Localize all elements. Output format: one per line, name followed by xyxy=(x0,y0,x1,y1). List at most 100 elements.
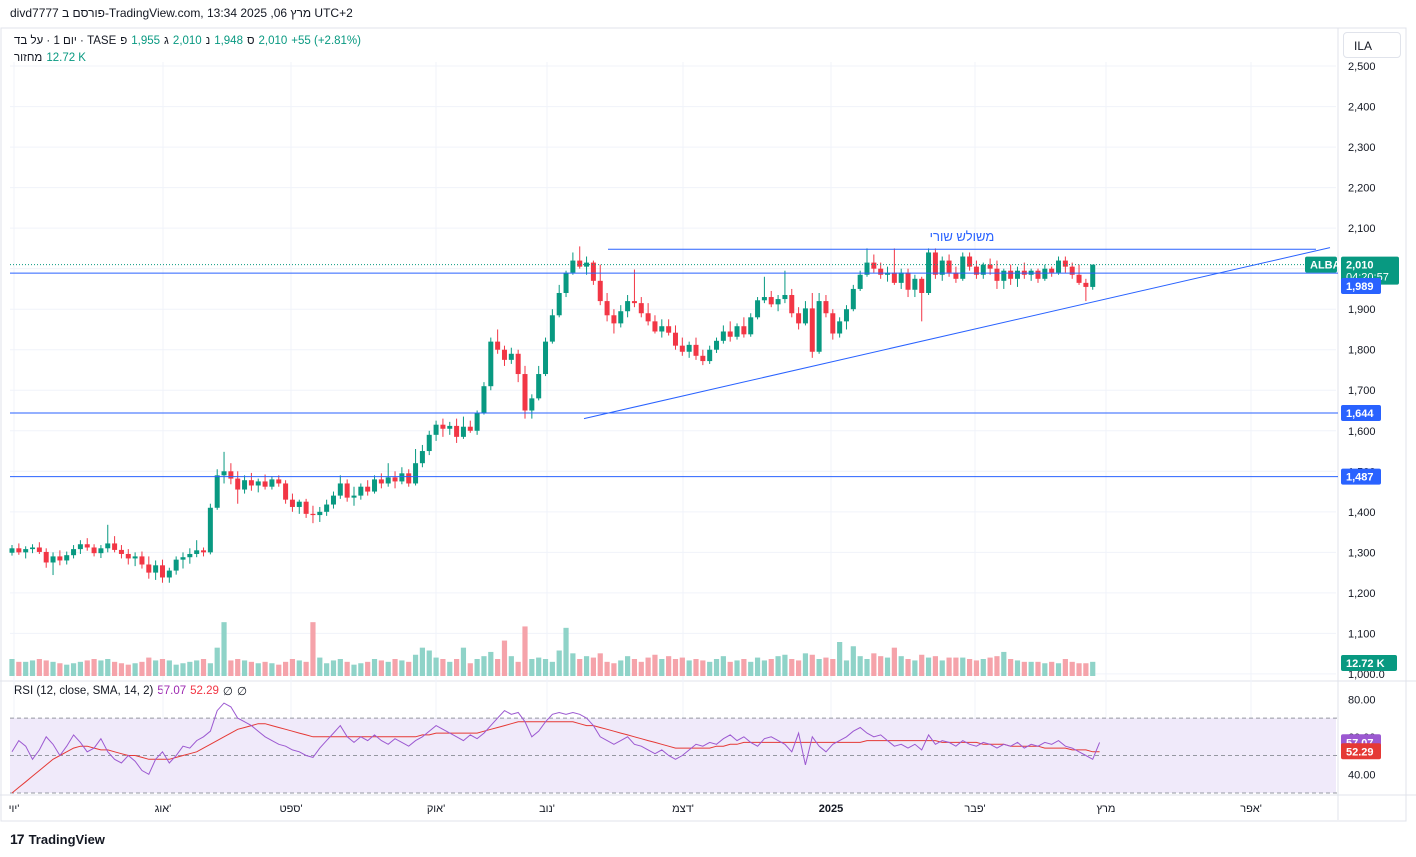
line3-box xyxy=(1341,468,1381,485)
last-price-label: 2,010 xyxy=(1346,260,1374,272)
candle-body xyxy=(782,295,788,300)
volume-bar xyxy=(207,663,213,676)
candle-body xyxy=(638,303,644,314)
drawing-lines[interactable] xyxy=(10,247,1338,478)
price-tick-label: 1,100 xyxy=(1348,628,1376,640)
candle-body xyxy=(64,555,70,561)
volume-bar xyxy=(946,657,952,676)
volume-bar xyxy=(1014,660,1021,676)
volume-bar xyxy=(317,657,323,676)
candle-body xyxy=(666,326,672,333)
candle-body xyxy=(262,481,268,487)
candle-body xyxy=(871,262,877,269)
candle-body xyxy=(276,479,282,484)
candle-body xyxy=(269,479,275,487)
volume-bar xyxy=(549,661,555,676)
candle-body xyxy=(809,308,815,352)
candle-body xyxy=(837,321,843,334)
candle-body xyxy=(50,556,56,563)
symbol-title[interactable]: יום 1 · על בד · TASE xyxy=(14,35,117,47)
candle-body xyxy=(296,501,302,507)
volume-bar xyxy=(283,661,289,676)
candle-body xyxy=(1008,270,1014,279)
volume-bar xyxy=(324,663,330,676)
volume-bar xyxy=(1069,661,1075,676)
volume-bar xyxy=(768,659,774,676)
candle-body xyxy=(768,297,774,305)
volume-bar xyxy=(70,663,77,676)
rsi-title[interactable]: RSI (12, close, SMA, 14, 2) xyxy=(14,685,154,697)
volume-bar xyxy=(262,661,268,676)
candle-body xyxy=(467,426,473,431)
volume-bar xyxy=(857,656,863,676)
candle-body xyxy=(775,299,781,305)
volume-bar xyxy=(583,656,590,676)
volume-bar xyxy=(686,660,692,676)
volume-bar xyxy=(529,659,535,676)
volume-bar xyxy=(960,657,966,676)
candle-body xyxy=(529,398,535,411)
candle-body xyxy=(214,475,220,508)
triangle-annotation[interactable]: משולש שורי xyxy=(930,229,995,244)
volume-bar xyxy=(652,654,658,676)
volume-bar xyxy=(884,657,891,676)
candle-body xyxy=(1056,260,1062,273)
volume-bar xyxy=(214,647,220,676)
volume-bar xyxy=(789,659,795,676)
price-tick-label: 1,800 xyxy=(1348,345,1376,357)
volume-bar xyxy=(358,663,364,676)
candle-body xyxy=(878,268,884,275)
rsi-extra-1: ∅ xyxy=(222,686,233,698)
volume-bar xyxy=(337,659,343,676)
candle-body xyxy=(577,260,583,267)
volume-bar xyxy=(912,660,918,676)
volume-bar xyxy=(460,647,467,676)
volume-bar xyxy=(611,663,617,676)
volume-bar xyxy=(843,660,850,676)
candle-body xyxy=(714,340,720,350)
volume-bar xyxy=(153,660,159,676)
candle-body xyxy=(235,478,241,490)
volume-bar xyxy=(734,660,740,676)
volume-bar xyxy=(180,663,186,676)
time-tick-label: 2025 xyxy=(819,803,843,815)
volume-bar xyxy=(23,661,29,676)
volume-bar xyxy=(159,659,166,676)
volume-bar xyxy=(604,661,610,676)
candle-body xyxy=(228,471,234,479)
candle-body xyxy=(378,479,384,484)
candle-body xyxy=(823,301,829,314)
volume-bar xyxy=(1021,661,1027,676)
volume-label[interactable]: מחזור xyxy=(14,52,43,64)
candle-body xyxy=(700,355,706,362)
candle-body xyxy=(905,272,911,290)
candle-body xyxy=(1014,270,1020,279)
candle-body xyxy=(850,288,856,310)
currency-button[interactable]: ILA xyxy=(1343,32,1401,58)
close-label: ס xyxy=(246,35,255,47)
candle-body xyxy=(372,479,378,492)
candle-body xyxy=(932,252,938,275)
candle-body xyxy=(816,301,822,352)
volume-bar xyxy=(556,650,562,676)
volume-bar xyxy=(235,659,241,676)
candle-body xyxy=(324,504,330,512)
candle-body xyxy=(967,256,973,267)
volume-bar xyxy=(228,660,234,676)
candle-body xyxy=(679,345,685,352)
volume-bar xyxy=(809,654,815,676)
volume-bar xyxy=(351,664,357,676)
volume-bar xyxy=(344,661,350,676)
triangle-support-trendline xyxy=(583,247,1331,420)
tradingview-logo[interactable]: 17 TradingView xyxy=(10,831,105,847)
candle-body xyxy=(885,272,891,275)
volume-bar xyxy=(987,657,993,676)
volume-bar xyxy=(823,657,829,676)
volume-bar xyxy=(748,661,754,676)
volume-bar xyxy=(830,659,836,676)
volume-bar xyxy=(412,654,419,676)
candle-body xyxy=(727,331,733,337)
candle-body xyxy=(433,424,439,435)
candle-body xyxy=(1062,260,1068,267)
